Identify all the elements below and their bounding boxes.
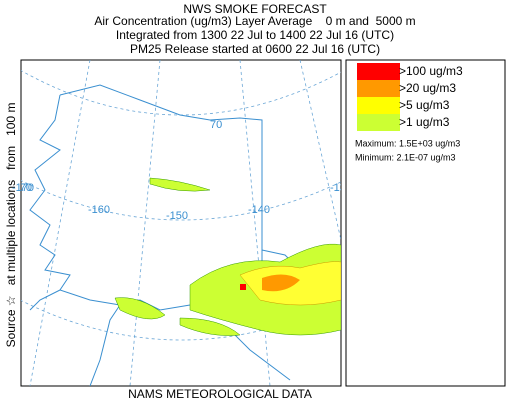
smoke-plume	[114, 177, 341, 336]
graticule	[21, 180, 341, 221]
legend-label: >5 ug/m3	[399, 98, 450, 112]
source-label: Source ☆ at multiple locations from 100 …	[4, 103, 18, 348]
maximum: Maximum: 1.5E+03 ug/m3	[355, 138, 460, 148]
subtitle: Air Concentration (ug/m3) Layer Average …	[94, 14, 415, 28]
longitude-label: -160	[88, 204, 110, 216]
graticule	[29, 60, 91, 386]
legend-label: >100 ug/m3	[399, 64, 463, 78]
graticule	[129, 60, 161, 386]
subtitle: PM25 Release started at 0600 22 Jul 16 (…	[130, 42, 380, 56]
legend-swatch	[357, 63, 400, 80]
longitude-label: -170	[12, 182, 34, 194]
latitude-label: 70	[210, 119, 222, 131]
longitude-label: -130	[330, 182, 352, 194]
legend: >100 ug/m3 >20 ug/m3 >5 ug/m3 >1 ug/m3	[345, 59, 506, 387]
map-frame	[20, 59, 342, 387]
legend-swatch	[357, 114, 400, 131]
footer: NAMS METEOROLOGICAL DATA	[128, 387, 312, 401]
map: 70 -170 -160 -150 -140 -130 -170	[10, 59, 352, 387]
legend-label: >1 ug/m3	[399, 115, 450, 129]
graticule	[299, 60, 341, 241]
longitude-label: -140	[248, 204, 270, 216]
legend-swatch	[357, 97, 400, 114]
graticule	[239, 60, 271, 386]
title: NWS SMOKE FORECAST	[183, 2, 327, 16]
longitude-label: -150	[166, 210, 188, 222]
minimum: Minimum: 2.1E-07 ug/m3	[355, 152, 456, 162]
legend-label: >20 ug/m3	[399, 81, 456, 95]
longitude-label: -170	[10, 182, 32, 194]
legend-swatch	[357, 80, 400, 97]
subtitle: Integrated from 1300 22 Jul to 1400 22 J…	[116, 28, 394, 42]
